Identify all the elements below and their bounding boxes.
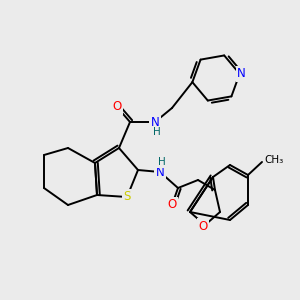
Text: S: S <box>123 190 131 203</box>
Text: N: N <box>237 67 246 80</box>
Text: H: H <box>153 127 161 137</box>
Text: CH₃: CH₃ <box>264 155 283 165</box>
Text: O: O <box>167 199 177 212</box>
Text: O: O <box>112 100 122 113</box>
Text: N: N <box>151 116 159 128</box>
Text: N: N <box>156 166 164 178</box>
Text: H: H <box>158 157 166 167</box>
Text: O: O <box>198 220 208 232</box>
